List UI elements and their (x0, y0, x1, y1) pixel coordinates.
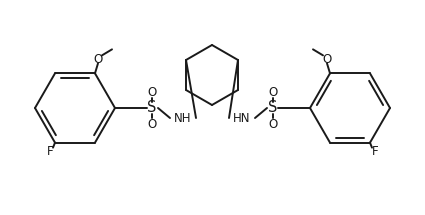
Text: O: O (268, 86, 278, 98)
Text: F: F (372, 145, 378, 158)
Text: O: O (323, 53, 332, 66)
Text: F: F (47, 145, 53, 158)
Text: O: O (147, 86, 157, 98)
Text: HN: HN (233, 112, 251, 124)
Text: O: O (268, 118, 278, 131)
Text: NH: NH (174, 112, 192, 124)
Text: S: S (268, 100, 278, 115)
Text: O: O (94, 53, 102, 66)
Text: S: S (147, 100, 157, 115)
Text: O: O (147, 118, 157, 131)
